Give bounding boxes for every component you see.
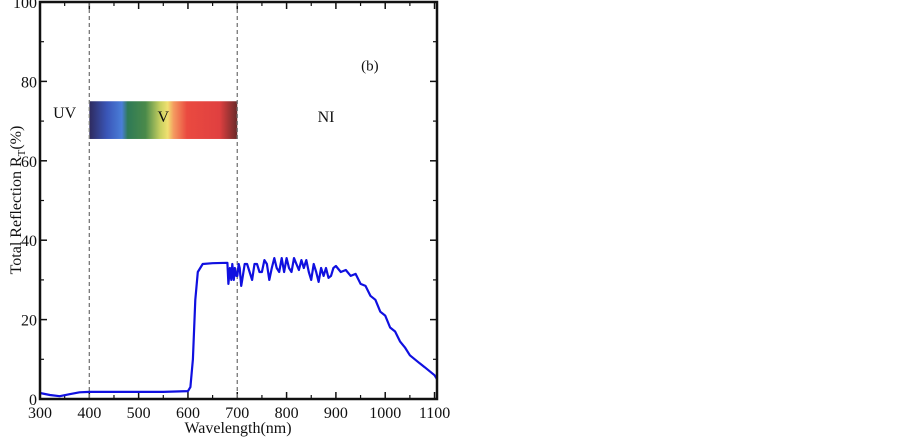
x-tick-label: 300 — [28, 405, 52, 422]
x-tick-label: 500 — [127, 405, 151, 422]
x-tick-label: 400 — [77, 405, 101, 422]
x-axis-label: Wavelength(nm) — [184, 420, 291, 437]
x-tick-label: 900 — [324, 405, 348, 422]
x-tick-label: 1000 — [369, 405, 401, 422]
panel-label: (b) — [361, 59, 379, 75]
region-label-uv: UV — [53, 105, 77, 122]
reflection-series-line — [39, 257, 438, 398]
y-tick-label: 0 — [29, 392, 37, 409]
y-tick-label: 40 — [21, 233, 37, 250]
region-label-v: V — [158, 109, 170, 126]
region-label-ni: NI — [318, 109, 335, 126]
y-tick-label: 60 — [21, 154, 37, 171]
plot-frame — [38, 0, 439, 401]
x-tick-label: 1100 — [419, 405, 450, 422]
x-tick-label: 600 — [176, 405, 200, 422]
visible-spectrum-band — [89, 101, 238, 139]
x-tick-label: 800 — [275, 405, 299, 422]
x-tick-label: 700 — [225, 405, 249, 422]
y-tick-label: 100 — [13, 0, 37, 12]
y-tick-label: 20 — [21, 313, 37, 330]
y-axis-label: Total Reflection RT(%) — [8, 126, 28, 275]
y-tick-label: 80 — [21, 74, 37, 91]
